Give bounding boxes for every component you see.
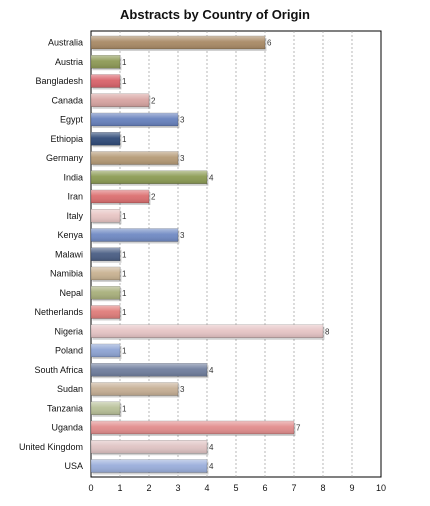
category-label: Namibia — [50, 269, 83, 279]
bar-gloss — [91, 440, 207, 454]
bar-value-label: 1 — [122, 58, 127, 67]
bar-value-label: 1 — [122, 135, 127, 144]
category-label: Malawi — [55, 249, 83, 259]
category-label: Iran — [67, 192, 83, 202]
x-axis-ticks: 0 1 2 3 4 5 6 7 8 9 10 — [88, 483, 386, 493]
category-label: Tanzania — [47, 403, 83, 413]
bar-value-label: 1 — [122, 347, 127, 356]
bar-value-label: 4 — [209, 462, 214, 471]
bars: 6 1 1 2 3 1 3 4 2 1 3 1 1 1 1 8 1 4 3 1 7 4 4 — [90, 35, 330, 475]
x-tick-label: 1 — [117, 483, 122, 493]
bar-value-label: 1 — [122, 308, 127, 317]
bar-gloss — [91, 344, 120, 357]
bar-value-label: 7 — [296, 424, 301, 433]
bar-gloss — [91, 363, 207, 377]
bar-value-label: 1 — [122, 250, 127, 259]
category-label: Nigeria — [54, 326, 83, 336]
bar-gloss — [91, 267, 120, 280]
bar-value-label: 2 — [151, 96, 156, 105]
category-label: Sudan — [57, 384, 83, 394]
category-label: Uganda — [51, 423, 83, 433]
category-label: Canada — [51, 95, 83, 105]
category-label: India — [63, 172, 83, 182]
bar-gloss — [91, 190, 149, 203]
bar-gloss — [91, 132, 120, 146]
bar-value-label: 1 — [122, 77, 127, 86]
bar-value-label: 2 — [151, 193, 156, 202]
category-label: Ethiopia — [50, 134, 83, 144]
bar-gloss — [91, 113, 178, 126]
bar-value-label: 1 — [122, 270, 127, 279]
bar-value-label: 3 — [180, 116, 185, 125]
bar-gloss — [91, 55, 120, 69]
category-label: Austria — [55, 57, 83, 67]
x-tick-label: 7 — [291, 483, 296, 493]
bar-value-label: 3 — [180, 154, 185, 163]
bar-value-label: 1 — [122, 212, 127, 221]
bar-gloss — [91, 247, 120, 261]
bar-value-label: 6 — [267, 39, 272, 48]
bar-gloss — [91, 459, 207, 473]
category-label: Bangladesh — [35, 76, 83, 86]
bar-gloss — [91, 228, 178, 242]
x-tick-label: 9 — [349, 483, 354, 493]
category-label: Australia — [48, 38, 83, 48]
bar-gloss — [91, 421, 294, 434]
category-label: Poland — [55, 346, 83, 356]
x-tick-label: 5 — [233, 483, 238, 493]
bar-value-label: 4 — [209, 173, 214, 182]
bar-gloss — [91, 324, 323, 338]
category-label: Nepal — [59, 288, 83, 298]
bar-gloss — [91, 170, 207, 184]
bar-gloss — [91, 401, 120, 415]
category-label: Germany — [46, 153, 84, 163]
category-label: USA — [64, 461, 83, 471]
bar-gloss — [91, 151, 178, 165]
bar-gloss — [91, 74, 120, 88]
bar-gloss — [91, 36, 265, 49]
bar-gloss — [91, 382, 178, 396]
category-label: South Africa — [34, 365, 83, 375]
category-label: Italy — [66, 211, 83, 221]
x-tick-label: 6 — [262, 483, 267, 493]
bar-value-label: 8 — [325, 327, 330, 336]
bar-value-label: 4 — [209, 443, 214, 452]
bar-value-label: 1 — [122, 404, 127, 413]
x-tick-label: 0 — [88, 483, 93, 493]
x-tick-label: 2 — [146, 483, 151, 493]
bar-gloss — [91, 209, 120, 223]
bar-gloss — [91, 286, 120, 300]
x-tick-label: 3 — [175, 483, 180, 493]
x-tick-label: 4 — [204, 483, 209, 493]
bar-gloss — [91, 305, 120, 319]
bar-gloss — [91, 93, 149, 107]
bar-value-label: 4 — [209, 366, 214, 375]
x-tick-label: 8 — [320, 483, 325, 493]
category-label: Egypt — [60, 115, 84, 125]
chart-title: Abstracts by Country of Origin — [120, 7, 310, 22]
category-label: Kenya — [57, 230, 83, 240]
x-tick-label: 10 — [376, 483, 386, 493]
category-label: Netherlands — [34, 307, 83, 317]
bar-value-label: 1 — [122, 289, 127, 298]
category-label: United Kingdom — [19, 442, 83, 452]
category-labels: Australia Austria Bangladesh Canada Egypt Eth… — [19, 38, 84, 472]
bar-value-label: 3 — [180, 385, 185, 394]
bar-value-label: 3 — [180, 231, 185, 240]
